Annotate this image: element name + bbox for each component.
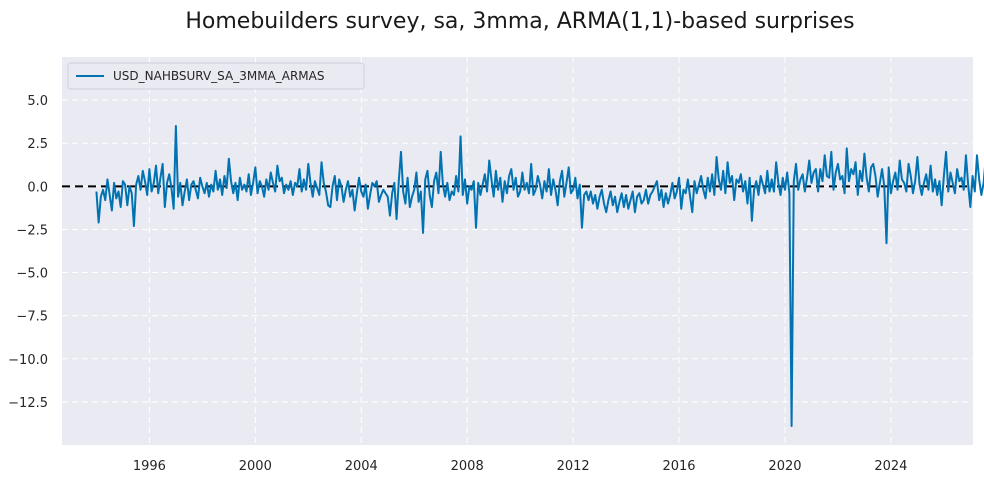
legend-box bbox=[67, 62, 365, 90]
x-tick-label: 1996 bbox=[133, 459, 166, 474]
y-tick-label: 5.0 bbox=[27, 94, 48, 109]
grid bbox=[62, 57, 973, 445]
series-line bbox=[95, 124, 984, 428]
plot-area bbox=[62, 57, 973, 445]
chart-title: Homebuilders survey, sa, 3mma, ARMA(1,1)… bbox=[185, 9, 854, 34]
y-tick-label: −12.5 bbox=[8, 396, 48, 411]
y-tick-label: −7.5 bbox=[16, 310, 48, 325]
x-tick-label: 2012 bbox=[557, 459, 590, 474]
x-tick-label: 2024 bbox=[874, 459, 907, 474]
x-tick-label: 2004 bbox=[345, 459, 378, 474]
legend-entry: USD_NAHBSURV_SA_3MMA_ARMAS bbox=[113, 69, 325, 83]
y-tick-label: −5.0 bbox=[16, 267, 48, 282]
y-tick-label: 0.0 bbox=[27, 180, 48, 195]
x-tick-label: 2008 bbox=[451, 459, 484, 474]
x-tick-label: 2000 bbox=[239, 459, 272, 474]
y-tick-label: −10.0 bbox=[8, 353, 48, 368]
y-axis: 5.0 2.5 0.0 −2.5 −5.0 −7.5 −10.0 −12.5 bbox=[8, 94, 48, 411]
y-tick-label: 2.5 bbox=[27, 137, 48, 152]
x-tick-label: 2020 bbox=[768, 459, 801, 474]
x-tick-label: 2016 bbox=[662, 459, 695, 474]
y-tick-label: −2.5 bbox=[16, 223, 48, 238]
x-axis: 1996 2000 2004 2008 2012 2016 2020 2024 bbox=[133, 459, 908, 474]
legend: USD_NAHBSURV_SA_3MMA_ARMAS bbox=[67, 62, 365, 90]
